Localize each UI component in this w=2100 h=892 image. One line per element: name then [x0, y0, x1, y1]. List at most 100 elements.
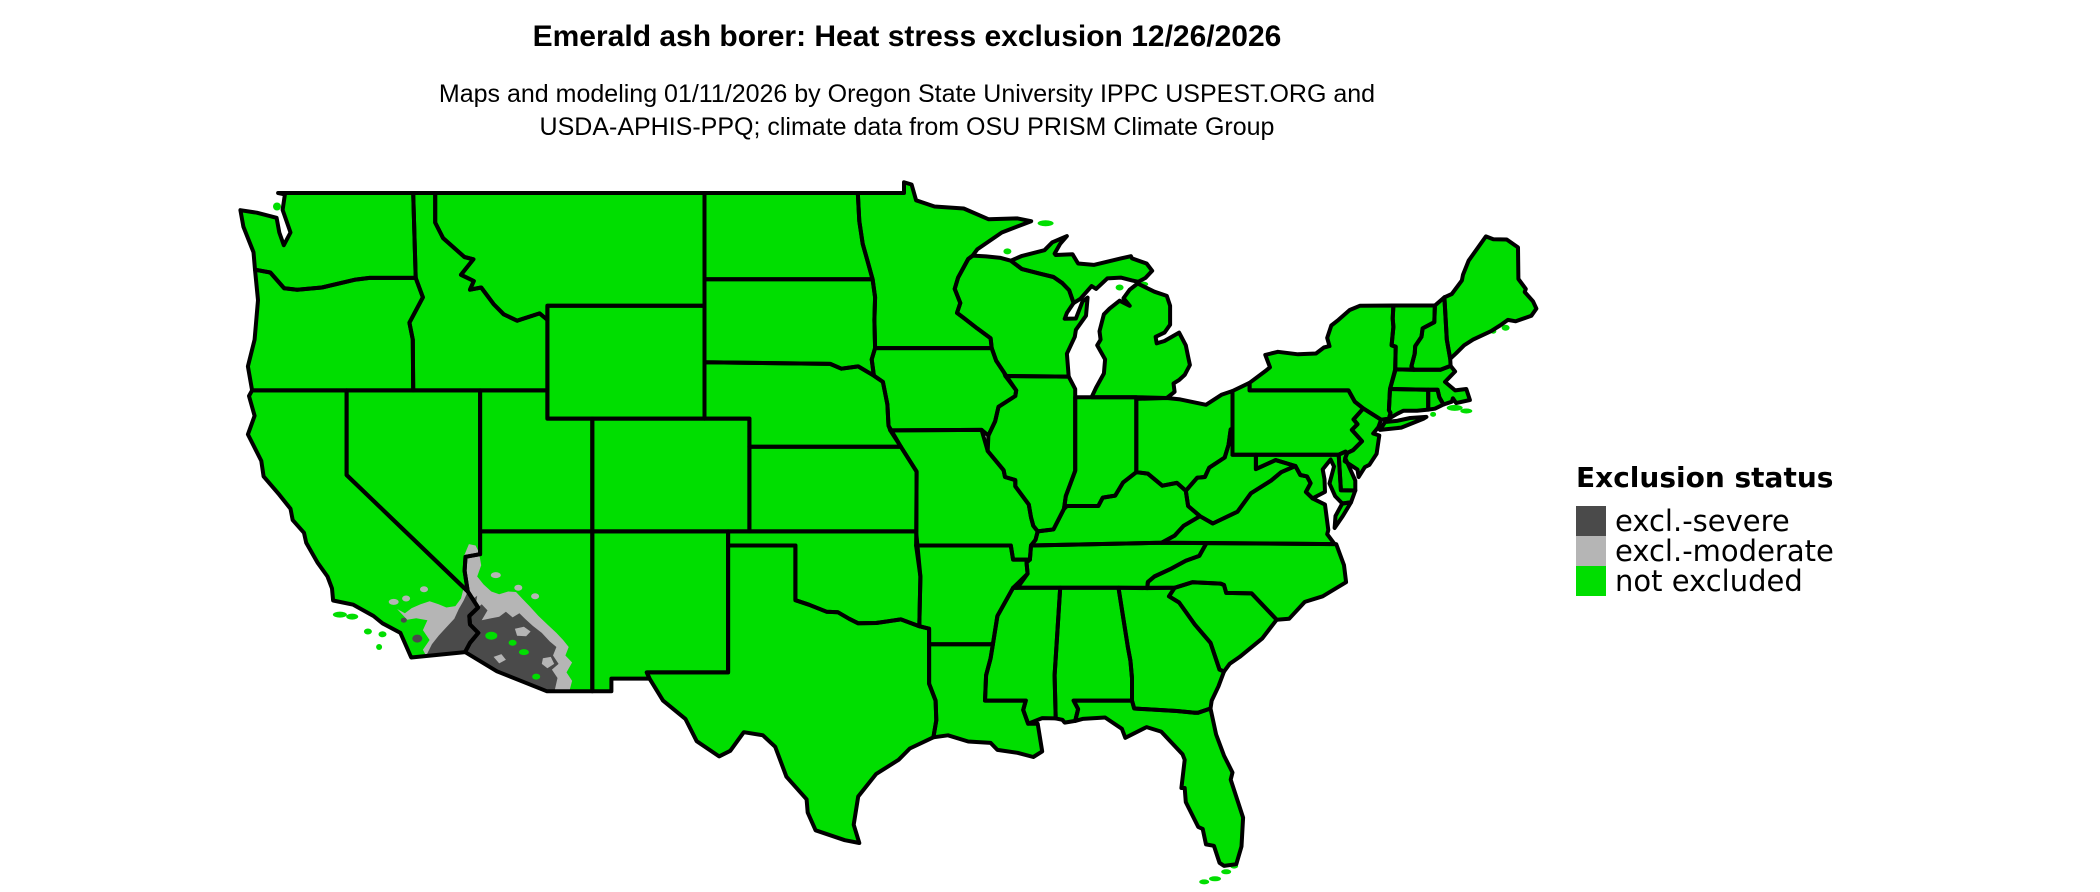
state-fill-ne — [704, 362, 901, 447]
state-fill-wv — [1185, 428, 1296, 524]
state-fill-mt — [435, 193, 705, 321]
state-fill-pa — [1232, 382, 1364, 455]
state-fill-nd — [704, 193, 873, 280]
state-fill-fl — [1073, 700, 1244, 866]
state-fill-ky — [1031, 472, 1200, 546]
state-fill-vt — [1391, 305, 1435, 370]
state-fill-va — [1161, 466, 1335, 545]
island-speck — [1501, 324, 1510, 331]
state-fill-sc — [1169, 582, 1277, 672]
not-excluded-hole — [485, 631, 498, 640]
state-fill-in — [1064, 397, 1137, 509]
exclusion-moderate-patch — [541, 656, 555, 669]
legend-swatch-moderate — [1576, 536, 1606, 566]
state-border-mi_up — [1008, 234, 1155, 305]
state-fill-md — [1255, 454, 1356, 504]
exclusion-severe-region — [426, 590, 559, 692]
state-fill-co — [592, 418, 750, 532]
state-border-az — [462, 529, 595, 694]
not-excluded-hole — [518, 649, 529, 656]
state-fill-ut — [480, 390, 593, 532]
state-fill-id — [409, 193, 548, 391]
state-borders — [238, 180, 1539, 868]
exclusion-moderate-speck — [420, 586, 428, 593]
island-speck — [1209, 876, 1221, 882]
island-speck — [332, 611, 347, 618]
island-speck — [1115, 284, 1124, 291]
legend-swatch-not-excluded — [1576, 566, 1606, 596]
state-fill-wy — [547, 305, 705, 419]
exclusion-moderate-speck — [558, 683, 569, 690]
state-fill-nh — [1411, 297, 1451, 370]
state-fill-al — [1054, 587, 1132, 723]
state-fill-ks — [749, 446, 917, 532]
exclusion-moderate-patch — [514, 626, 531, 637]
island-speck — [376, 644, 383, 650]
state-fill-or — [247, 269, 423, 391]
legend-label-moderate: excl.-moderate — [1615, 534, 1834, 568]
state-fill-mi_up — [1010, 236, 1153, 303]
map-subtitle: Maps and modeling 01/11/2026 by Oregon S… — [0, 78, 1814, 144]
island-speck — [1199, 879, 1210, 885]
island-speck — [363, 628, 372, 635]
state-fill-mo — [890, 429, 1038, 560]
state-border-tx — [644, 543, 939, 845]
island-speck — [346, 613, 359, 620]
state-fill-ok — [728, 531, 921, 627]
island-speck — [1430, 411, 1437, 417]
state-border-fl — [1071, 698, 1246, 868]
state-fill-ia — [871, 348, 1017, 436]
state-fill-tn — [1013, 542, 1207, 589]
exclusion-severe-speck — [412, 634, 423, 643]
legend: Exclusion status excl.-severe excl.-mode… — [1576, 461, 1834, 596]
state-border-ny_li — [1378, 414, 1429, 432]
legend-heading: Exclusion status — [1576, 461, 1834, 494]
state-fill-wi — [954, 255, 1088, 377]
exclusion-moderate-speck — [514, 584, 523, 591]
state-fill-nc — [1147, 543, 1347, 620]
state-fill-mi_lo — [1091, 283, 1190, 398]
not-excluded-hole — [508, 639, 517, 646]
exclusion-moderate-speck — [388, 598, 399, 605]
exclusion-moderate-speck — [490, 572, 501, 579]
legend-item-moderate: excl.-moderate — [1576, 536, 1834, 566]
subtitle-line-1: Maps and modeling 01/11/2026 by Oregon S… — [438, 80, 1376, 108]
island-speck — [1037, 220, 1054, 227]
exclusion-moderate-speck — [531, 593, 540, 600]
island-speck — [378, 631, 387, 638]
legend-label-not-excluded: not excluded — [1615, 564, 1803, 598]
state-border-mi_lo — [1089, 281, 1192, 400]
state-fills — [240, 182, 1537, 866]
state-fill-ny — [1249, 305, 1396, 420]
state-fill-ms — [985, 587, 1061, 724]
island-speck — [273, 202, 281, 211]
map-title: Emerald ash borer: Heat stress exclusion… — [532, 20, 1282, 53]
state-border-me — [1442, 234, 1539, 361]
legend-label-severe: excl.-severe — [1615, 504, 1790, 538]
state-border-nc — [1145, 541, 1349, 622]
state-border-va_es — [1332, 500, 1353, 530]
state-fill-wa — [240, 193, 416, 290]
legend-item-severe: excl.-severe — [1576, 506, 1834, 536]
subtitle-line-2: USDA-APHIS-PPQ; climate data from OSU PR… — [539, 113, 1275, 141]
state-fill-me — [1444, 236, 1537, 359]
island-speck — [1221, 869, 1232, 875]
exclusion-moderate-speck — [402, 595, 411, 602]
state-border-nj — [1342, 406, 1384, 479]
state-fill-sd — [704, 279, 876, 376]
state-fill-tx — [646, 545, 937, 843]
not-excluded-hole — [532, 673, 541, 680]
state-fill-il — [987, 376, 1076, 532]
legend-item-not-excluded: not excluded — [1576, 566, 1834, 596]
state-fill-mn — [857, 182, 1032, 349]
exclusion-moderate-patch — [493, 654, 506, 664]
island-speck — [1003, 248, 1012, 255]
legend-swatch-severe — [1576, 506, 1606, 536]
state-fill-nv — [346, 390, 481, 592]
state-fill-ga — [1118, 587, 1224, 713]
island-speck — [1460, 408, 1473, 414]
state-fill-nm — [592, 531, 729, 692]
state-fill-ar — [916, 545, 1030, 645]
